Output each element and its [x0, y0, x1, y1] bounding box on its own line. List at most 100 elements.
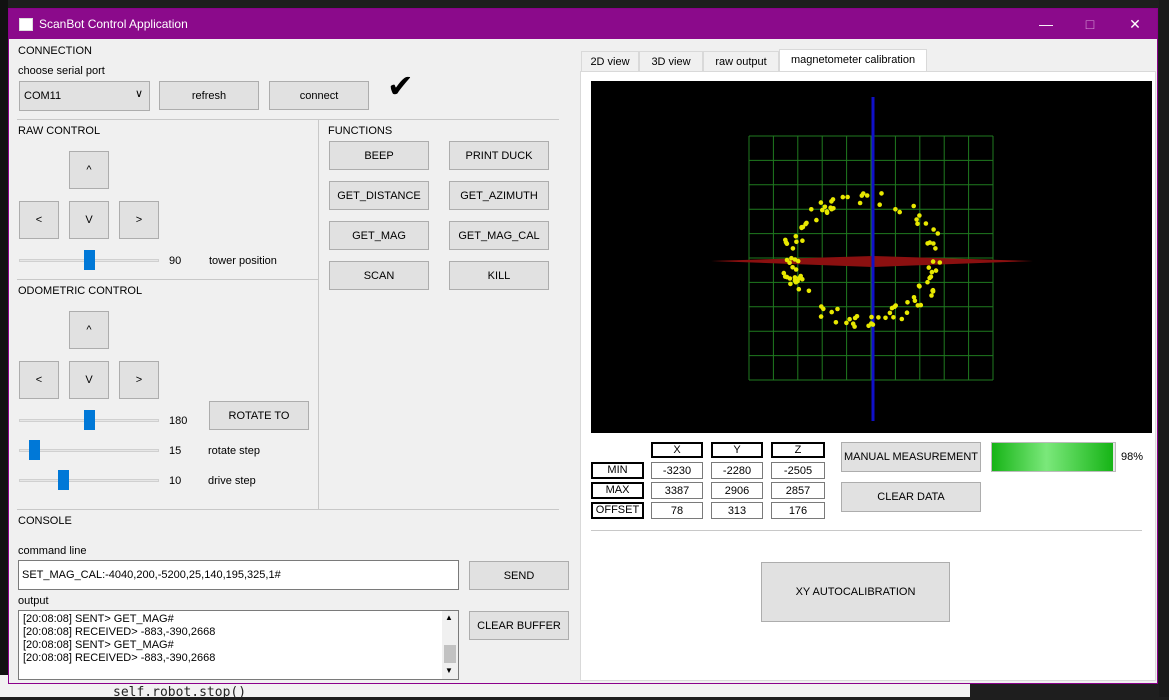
measurement-point — [877, 202, 882, 207]
maximize-icon[interactable]: □ — [1085, 16, 1095, 32]
odo-right-button[interactable]: > — [119, 361, 159, 399]
raw-left-button[interactable]: < — [19, 201, 59, 239]
min-x-field[interactable]: -3230 — [651, 462, 703, 479]
serial-port-select[interactable]: COM11 ∨ — [19, 81, 150, 111]
scroll-down-icon[interactable]: ▼ — [445, 666, 453, 675]
send-button[interactable]: SEND — [469, 561, 569, 590]
clear-buffer-button[interactable]: CLEAR BUFFER — [469, 611, 569, 640]
tab-raw-output[interactable]: raw output — [703, 51, 779, 72]
measurement-point — [820, 207, 825, 213]
get-mag-cal-button[interactable]: GET_MAG_CAL — [449, 221, 549, 250]
tab-3d-view[interactable]: 3D view — [639, 51, 703, 72]
xy-autocalibration-button[interactable]: XY AUTOCALIBRATION — [761, 562, 950, 622]
odo-down-button[interactable]: V — [69, 361, 109, 399]
measurement-point — [883, 315, 888, 321]
kill-button[interactable]: KILL — [449, 261, 549, 290]
divider — [17, 509, 559, 510]
divider — [318, 119, 319, 509]
min-z-field[interactable]: -2505 — [771, 462, 825, 479]
header-z: Z — [771, 442, 825, 458]
measurement-point — [879, 191, 884, 196]
output-line: [20:08:08] RECEIVED> -883,-390,2668 — [23, 652, 216, 664]
measurement-point — [800, 238, 805, 243]
manual-measurement-button[interactable]: MANUAL MEASUREMENT — [841, 442, 981, 472]
measurement-point — [788, 281, 793, 287]
measurement-point — [781, 270, 787, 276]
measurement-point — [937, 260, 943, 265]
tab-magnetometer-calibration[interactable]: magnetometer calibration — [779, 49, 927, 73]
connect-button[interactable]: connect — [269, 81, 369, 110]
measurement-point — [917, 284, 922, 289]
background-code-line: self.robot.stop() — [113, 685, 247, 700]
output-line: [20:08:08] SENT> GET_MAG# — [23, 639, 174, 651]
measurement-point — [927, 275, 932, 281]
rotate-step-slider-thumb[interactable] — [29, 440, 41, 460]
odo-left-button[interactable]: < — [19, 361, 59, 399]
min-y-field[interactable]: -2280 — [711, 462, 763, 479]
drive-step-label: drive step — [208, 475, 256, 487]
app-icon — [19, 18, 33, 31]
header-y: Y — [711, 442, 763, 458]
refresh-button[interactable]: refresh — [159, 81, 259, 110]
calibration-progress-bar — [991, 442, 1116, 472]
get-azimuth-button[interactable]: GET_AZIMUTH — [449, 181, 549, 210]
progress-percent: 98% — [1121, 451, 1144, 463]
measurement-point — [852, 315, 858, 321]
header-x: X — [651, 442, 703, 458]
beep-button[interactable]: BEEP — [329, 141, 429, 170]
measurement-point — [818, 200, 824, 205]
background-right — [1159, 0, 1169, 697]
measurement-point — [893, 303, 898, 308]
measurement-point — [931, 227, 936, 232]
odometric-control-section-label: ODOMETRIC CONTROL — [18, 285, 143, 297]
offset-y-field[interactable]: 313 — [711, 502, 763, 519]
measurement-point — [925, 279, 930, 285]
magnetometer-plot — [591, 81, 1152, 433]
rotate-step-value: 15 — [169, 445, 182, 457]
command-line-input[interactable]: SET_MAG_CAL:-4040,200,-5200,25,140,195,3… — [18, 560, 459, 590]
scroll-up-icon[interactable]: ▲ — [445, 613, 453, 622]
measurement-point — [830, 197, 836, 202]
output-line: [20:08:08] RECEIVED> -883,-390,2668 — [23, 626, 216, 638]
max-y-field[interactable]: 2906 — [711, 482, 763, 499]
close-icon[interactable]: ✕ — [1129, 16, 1141, 32]
divider — [17, 119, 559, 120]
tab-2d-view[interactable]: 2D view — [581, 51, 639, 72]
offset-x-field[interactable]: 78 — [651, 502, 703, 519]
measurement-point — [869, 314, 874, 320]
measurement-point — [840, 194, 846, 200]
measurement-point — [923, 221, 929, 226]
drive-step-slider-thumb[interactable] — [57, 470, 69, 490]
output-scrollbar[interactable]: ▲ ▼ — [442, 611, 458, 679]
measurement-point — [904, 310, 910, 315]
scrollbar-thumb[interactable] — [444, 645, 456, 663]
print-duck-button[interactable]: PRINT DUCK — [449, 141, 549, 170]
drive-step-slider[interactable] — [19, 479, 159, 482]
raw-up-button[interactable]: ^ — [69, 151, 109, 189]
measurement-point — [814, 217, 819, 223]
clear-data-button[interactable]: CLEAR DATA — [841, 482, 981, 512]
measurement-point — [929, 293, 934, 298]
get-distance-button[interactable]: GET_DISTANCE — [329, 181, 429, 210]
tower-position-slider-thumb[interactable] — [83, 250, 95, 270]
measurement-point — [790, 265, 795, 270]
measurement-point — [933, 246, 938, 251]
measurement-point — [929, 269, 935, 275]
odo-up-button[interactable]: ^ — [69, 311, 109, 349]
measurement-point — [931, 241, 936, 246]
raw-control-section-label: RAW CONTROL — [18, 125, 101, 137]
raw-down-button[interactable]: V — [69, 201, 109, 239]
scan-button[interactable]: SCAN — [329, 261, 429, 290]
offset-z-field[interactable]: 176 — [771, 502, 825, 519]
angle-slider-thumb[interactable] — [83, 410, 95, 430]
get-mag-button[interactable]: GET_MAG — [329, 221, 429, 250]
raw-right-button[interactable]: > — [119, 201, 159, 239]
rotate-step-slider[interactable] — [19, 449, 159, 452]
app-window: ScanBot Control Application — □ ✕ CONNEC… — [8, 8, 1158, 684]
max-x-field[interactable]: 3387 — [651, 482, 703, 499]
output-log[interactable]: [20:08:08] SENT> GET_MAG# [20:08:08] REC… — [18, 610, 459, 680]
minimize-icon[interactable]: — — [1039, 16, 1053, 32]
rotate-to-button[interactable]: ROTATE TO — [209, 401, 309, 430]
max-z-field[interactable]: 2857 — [771, 482, 825, 499]
measurement-point — [864, 193, 870, 198]
